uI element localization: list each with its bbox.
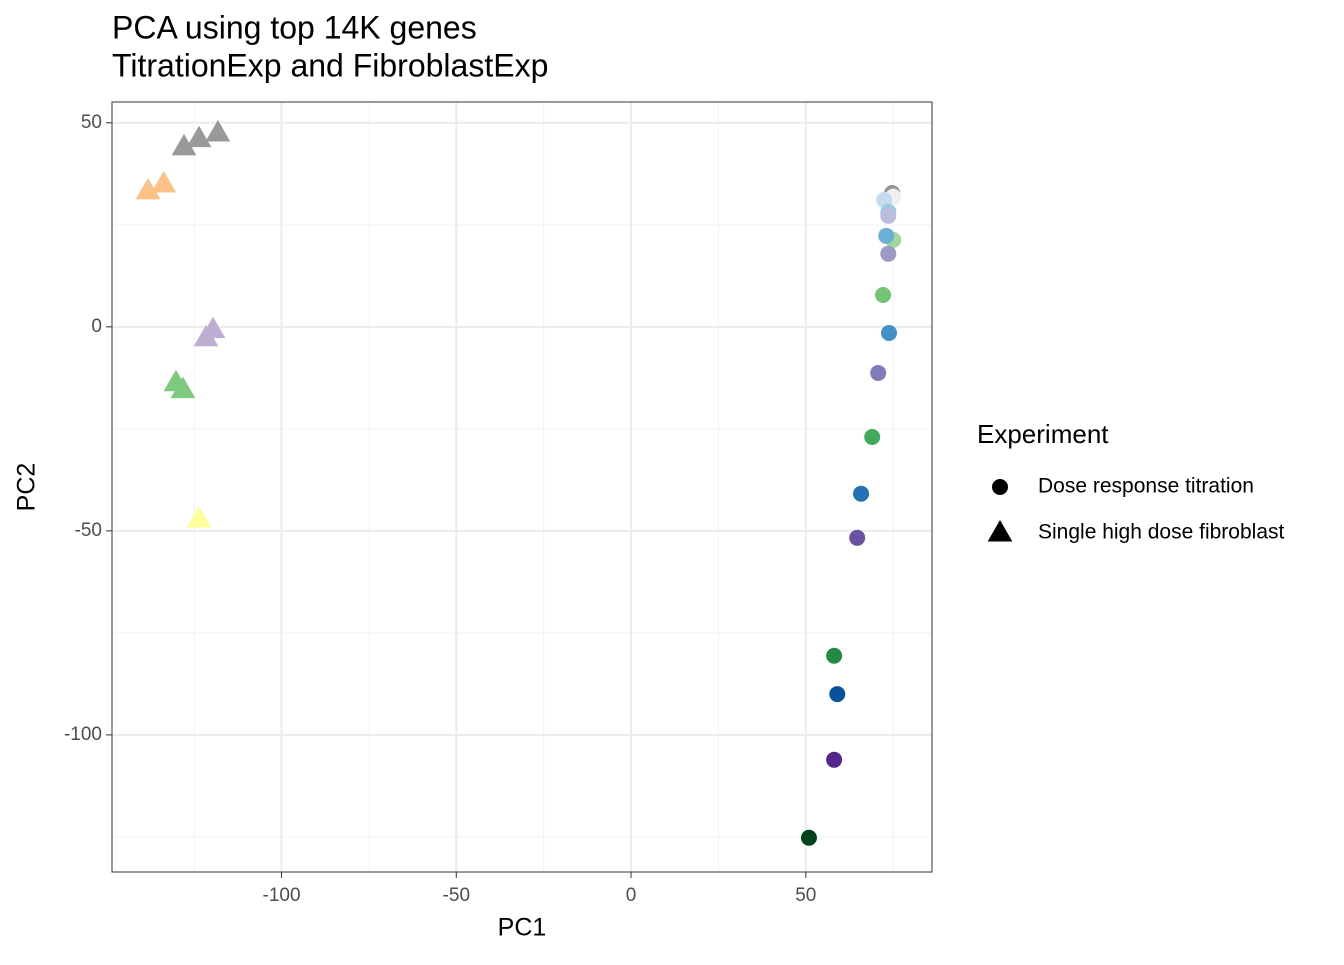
point (829, 686, 846, 703)
point (151, 171, 177, 193)
legend-label: Dose response titration (1038, 475, 1254, 498)
chart-subtitle: TitrationExp and FibroblastExp (112, 47, 548, 83)
point (875, 287, 892, 304)
y-axis-label: PC2 (13, 463, 41, 512)
point (880, 245, 897, 262)
x-tick-label: 0 (626, 885, 637, 906)
y-tick-label: 0 (91, 316, 102, 337)
point (135, 177, 161, 200)
legend-title: Experiment (977, 419, 1109, 449)
y-tick-label: 50 (81, 112, 102, 133)
x-tick-label: 50 (795, 885, 816, 906)
x-axis-label: PC1 (498, 914, 547, 942)
point (864, 429, 881, 446)
point (878, 227, 895, 244)
y-tick-label: -50 (75, 520, 102, 541)
point (849, 529, 866, 546)
legend-marker (992, 479, 1008, 495)
point (880, 207, 897, 224)
point (800, 829, 817, 846)
point (171, 133, 197, 156)
x-tick-label: -50 (443, 885, 470, 906)
plot-border (111, 101, 933, 873)
plot-background (112, 102, 932, 872)
point (853, 485, 870, 502)
point (193, 324, 219, 347)
chart-title: PCA using top 14K genes (112, 9, 477, 45)
y-tick-label: -100 (64, 724, 102, 745)
point (186, 506, 212, 528)
x-tick-label: -100 (263, 885, 301, 906)
legend-marker (987, 520, 1013, 542)
point (186, 125, 212, 148)
point (205, 120, 231, 142)
point (826, 647, 843, 664)
point (170, 376, 196, 399)
point (826, 751, 843, 768)
point (881, 324, 898, 341)
point (870, 364, 887, 381)
legend-label: Single high dose fibroblast (1038, 521, 1284, 544)
